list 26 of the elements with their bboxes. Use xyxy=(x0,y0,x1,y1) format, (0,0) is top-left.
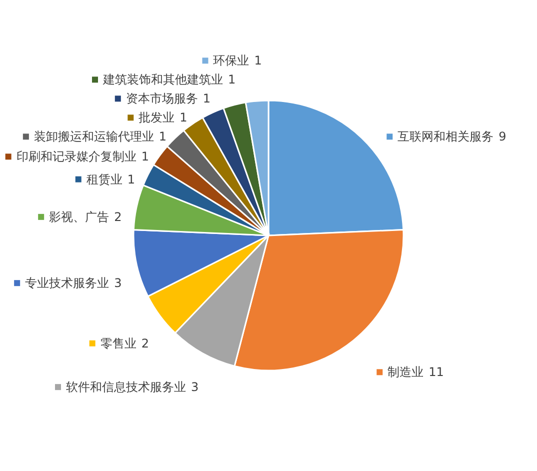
legend-label: 印刷和记录媒介复制业 xyxy=(16,150,136,164)
legend-label: 建筑装饰和其他建筑业 xyxy=(102,72,223,87)
legend-label: 互联网和相关服务 xyxy=(398,130,494,144)
legend-label: 专业技术服务业 xyxy=(25,276,110,290)
data-label: 2 xyxy=(114,210,122,224)
legend-label: 装卸搬运和运输代理业 xyxy=(34,130,154,144)
legend-label: 资本市场服务 xyxy=(126,92,198,106)
data-label: 1 xyxy=(180,110,188,125)
data-label: 1 xyxy=(202,92,211,106)
data-label: 3 xyxy=(190,380,199,394)
data-label: 1 xyxy=(158,130,167,144)
data-label: 9 xyxy=(498,130,506,144)
legend-label: 制造业 xyxy=(388,365,424,380)
data-label: 1 xyxy=(127,172,136,186)
legend-label: 环保业 xyxy=(213,54,250,68)
legend-label: 影视、广告 xyxy=(49,210,110,224)
data-label: 2 xyxy=(141,336,149,350)
legend-label: 批发业 xyxy=(138,110,175,125)
data-label: 3 xyxy=(114,276,122,290)
data-label: 1 xyxy=(254,54,262,68)
data-label: 1 xyxy=(141,150,149,164)
legend-label: 零售业 xyxy=(100,336,136,350)
legend-label: 软件和信息技术服务业 xyxy=(66,380,186,394)
data-label: 11 xyxy=(428,365,444,380)
legend-label: 租赁业 xyxy=(86,172,122,186)
data-label: 1 xyxy=(228,72,236,87)
